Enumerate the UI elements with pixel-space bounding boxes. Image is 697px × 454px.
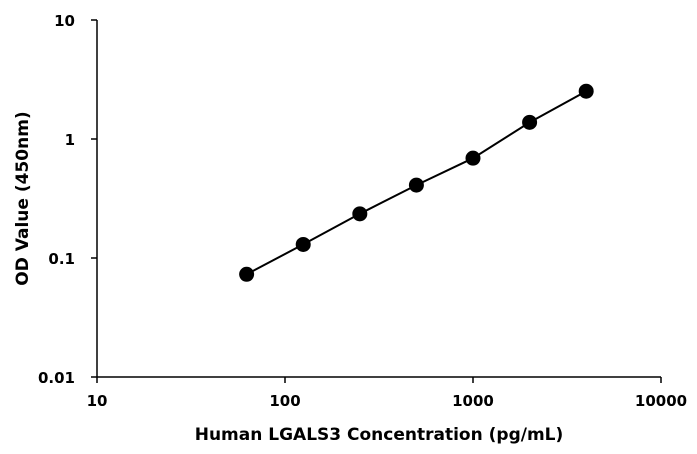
y-tick-label: 10 <box>54 12 75 30</box>
data-point <box>352 206 368 222</box>
y-tick-label: 1 <box>65 131 75 149</box>
y-tick-label: 0.1 <box>48 250 75 268</box>
data-point <box>578 83 594 99</box>
data-point <box>465 150 481 166</box>
x-tick-label: 10000 <box>635 392 687 410</box>
data-point <box>295 236 311 252</box>
axes <box>96 20 661 378</box>
y-axis-ticks: 0.01 0.1 1 10 <box>38 12 97 387</box>
x-tick-label: 100 <box>269 392 300 410</box>
data-point <box>239 266 255 282</box>
data-point <box>408 177 424 193</box>
x-axis-ticks: 10 100 1000 10000 <box>87 377 687 410</box>
x-tick-label: 10 <box>87 392 108 410</box>
series-layer <box>239 83 594 282</box>
data-point <box>522 114 538 130</box>
y-tick-label: 0.01 <box>38 369 75 387</box>
x-axis-title: Human LGALS3 Concentration (pg/mL) <box>195 425 564 445</box>
x-tick-label: 1000 <box>452 392 494 410</box>
y-axis-title: OD Value (450nm) <box>13 111 33 285</box>
